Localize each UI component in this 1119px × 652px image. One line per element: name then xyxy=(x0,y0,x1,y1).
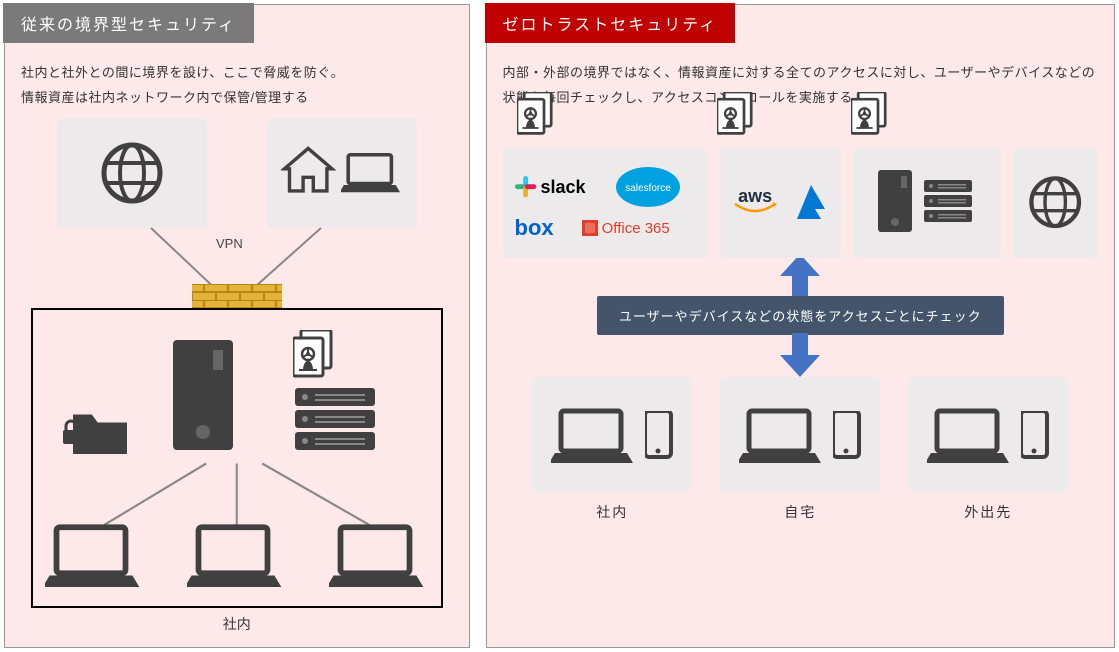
arrow-up-icon xyxy=(780,254,820,298)
internet-card xyxy=(57,118,207,228)
left-description: 社内と社外との間に境界を設け、ここで脅威を防ぐ。 情報資産は社内ネットワーク内で… xyxy=(21,61,453,110)
right-title-badge: ゼロトラストセキュリティ xyxy=(485,3,736,43)
left-desc-line2: 情報資産は社内ネットワーク内で保管/管理する xyxy=(21,90,309,105)
laptop-icon xyxy=(341,149,403,197)
left-diagram: VPN xyxy=(21,118,453,638)
left-desc-line1: 社内と社外との間に境界を設け、ここで脅威を防ぐ。 xyxy=(21,65,344,80)
aws-logo: aws xyxy=(733,191,777,216)
cert-icon xyxy=(717,92,757,143)
internal-laptop-icon xyxy=(329,518,429,588)
phone-icon xyxy=(833,411,861,459)
remote-home-card xyxy=(267,118,417,228)
device-label: 自宅 xyxy=(784,502,816,522)
cert-documents-icon xyxy=(293,330,337,385)
onprem-server-card xyxy=(853,148,1002,258)
office365-logo: Office 365 xyxy=(582,220,670,237)
internal-laptop-icon xyxy=(45,518,145,588)
device-home: 自宅 xyxy=(720,377,880,522)
rack-icon xyxy=(924,180,976,226)
box-logo: box xyxy=(515,215,554,241)
device-label: 外出先 xyxy=(964,502,1012,522)
device-label: 社内 xyxy=(596,502,628,522)
aws-text: aws xyxy=(738,191,772,202)
internal-network-box xyxy=(31,308,443,608)
device-outside: 外出先 xyxy=(908,377,1068,522)
slack-text: slack xyxy=(541,177,586,198)
server-rack-icon xyxy=(295,388,379,459)
cert-icon xyxy=(517,92,557,143)
right-diagram: slack box Office 365 aws xyxy=(503,120,1098,522)
globe-icon xyxy=(1028,175,1084,231)
left-internal-caption: 社内 xyxy=(21,614,453,634)
cloud-services-row: slack box Office 365 aws xyxy=(503,148,1098,258)
device-office: 社内 xyxy=(532,377,692,522)
cert-icon xyxy=(851,92,891,143)
globe-icon xyxy=(100,141,164,205)
perimeter-security-panel: 従来の境界型セキュリティ 社内と社外との間に境界を設け、ここで脅威を防ぐ。 情報… xyxy=(4,4,470,648)
access-check-block: ユーザーやデバイスなどの状態をアクセスごとにチェック xyxy=(503,254,1098,377)
laptop-icon xyxy=(927,403,1015,467)
check-bar: ユーザーやデバイスなどの状態をアクセスごとにチェック xyxy=(597,296,1004,335)
saas-card: slack box Office 365 xyxy=(503,148,708,258)
right-description: 内部・外部の境界ではなく、情報資産に対する全てのアクセスに対し、ユーザーやデバイ… xyxy=(503,61,1098,110)
office365-text: Office 365 xyxy=(602,220,670,237)
server-tower-icon xyxy=(173,340,237,459)
phone-icon xyxy=(1021,411,1049,459)
left-title-badge: 従来の境界型セキュリティ xyxy=(3,3,254,43)
laptop-icon xyxy=(551,403,639,467)
phone-icon xyxy=(645,411,673,459)
arrow-down-icon xyxy=(780,333,820,377)
house-icon xyxy=(281,145,337,201)
salesforce-logo xyxy=(614,165,682,209)
internal-laptop-icon xyxy=(187,518,287,588)
slack-logo: slack xyxy=(515,176,586,198)
device-row: 社内 自宅 外出先 xyxy=(503,377,1098,522)
azure-logo xyxy=(797,185,827,221)
zero-trust-panel: ゼロトラストセキュリティ 内部・外部の境界ではなく、情報資産に対する全てのアクセ… xyxy=(486,4,1115,648)
iaas-card: aws xyxy=(720,148,841,258)
tower-icon xyxy=(878,170,916,236)
internet-card xyxy=(1013,148,1098,258)
laptop-icon xyxy=(739,403,827,467)
locked-folder-icon xyxy=(61,400,127,463)
